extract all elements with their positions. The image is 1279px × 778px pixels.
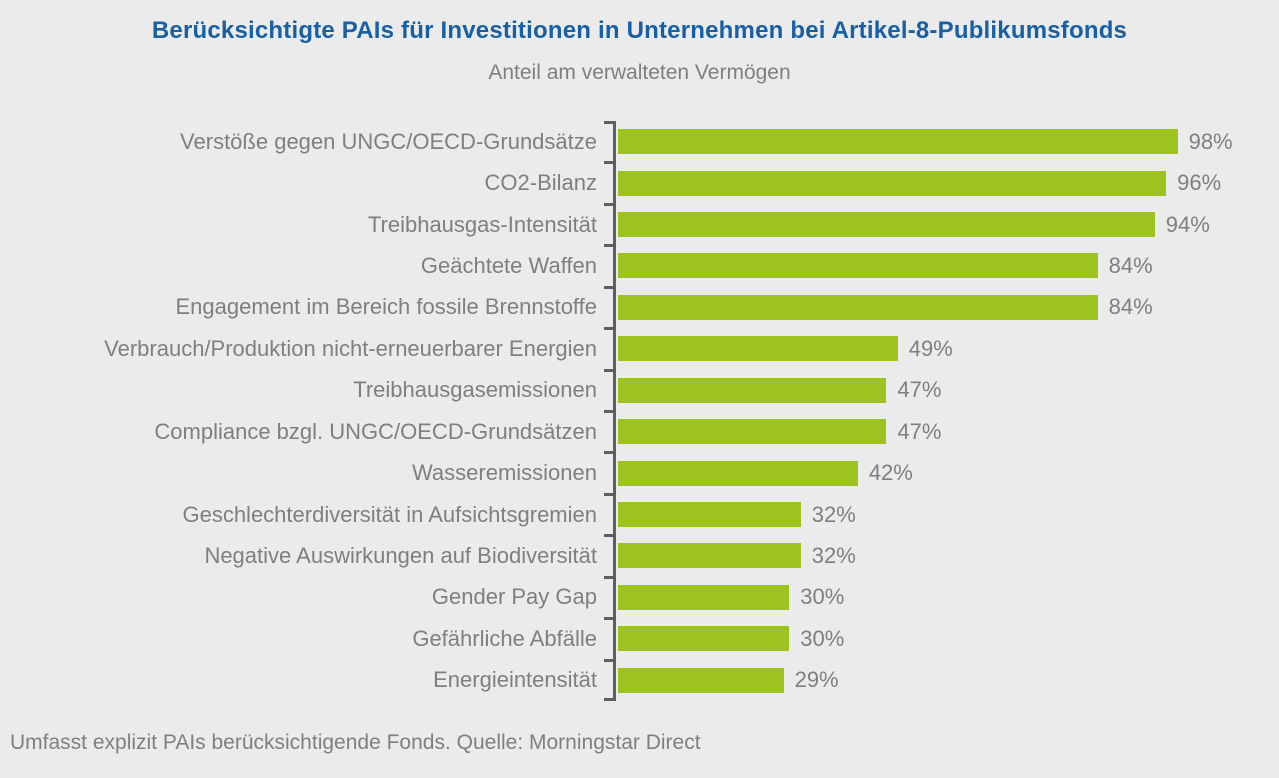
bar: [618, 253, 1098, 279]
source-footnote: Umfasst explizit PAIs berücksichtigende …: [10, 731, 701, 754]
bar: [618, 502, 801, 527]
value-label: 32%: [811, 501, 856, 527]
bar-track: 29%: [618, 659, 1189, 700]
category-label: Compliance bzgl. UNGC/OECD-Grundsätzen: [154, 418, 597, 444]
axis-tick: [604, 410, 613, 413]
bar-row: Geschlechterdiversität in Aufsichtsgremi…: [0, 494, 1279, 535]
category-label: Gender Pay Gap: [431, 584, 597, 610]
bar-row: Negative Auswirkungen auf Biodiversität 3…: [0, 535, 1279, 576]
bar: [618, 170, 1167, 196]
bar: [618, 336, 898, 362]
value-label: 96%: [1177, 170, 1222, 196]
axis-tick: [604, 285, 613, 289]
category-label: Wasseremissionen: [411, 460, 597, 486]
category-label: Engagement im Bereich fossile Brennstoff…: [175, 294, 598, 320]
bar-track: 98%: [618, 121, 1233, 162]
bar-track: 94%: [618, 204, 1210, 245]
bar-track: 47%: [618, 370, 1189, 411]
value-label: 84%: [1108, 294, 1153, 320]
category-label: Treibhausgasemissionen: [353, 377, 597, 403]
bar-row: Verstöße gegen UNGC/OECD-Grundsätze 98%: [0, 121, 1279, 162]
category-label: Gefährliche Abfälle: [412, 625, 597, 651]
axis-tick: [604, 327, 613, 331]
axis-tick: [604, 202, 613, 206]
axis-tick: [604, 492, 613, 496]
bar: [618, 667, 784, 693]
bar-row: Gender Pay Gap 30%: [0, 577, 1279, 618]
bar: [618, 294, 1098, 320]
bar-row: Treibhausgas-Intensität 94%: [0, 204, 1279, 245]
bar-row: Compliance bzgl. UNGC/OECD-Grundsätzen 47…: [0, 411, 1279, 452]
bar-chart-rows: Verstöße gegen UNGC/OECD-Grundsätze 98% CO…: [0, 121, 1279, 701]
axis-tick: [604, 121, 613, 124]
chart-title: Berücksichtigte PAIs für Investitionen i…: [151, 17, 1128, 44]
bar-chart: Verstöße gegen UNGC/OECD-Grundsätze 98% CO…: [0, 121, 1279, 701]
bar: [618, 460, 858, 486]
bar: [618, 626, 790, 652]
bar: [618, 129, 1178, 155]
bar-row: Verbrauch/Produktion nicht-erneuerbarer …: [0, 328, 1279, 369]
value-label: 47%: [897, 418, 942, 444]
value-label: 47%: [897, 377, 942, 403]
category-label: Geächtete Waffen: [420, 252, 597, 278]
bar-row: Treibhausgasemissionen 47%: [0, 370, 1279, 411]
bar-track: 47%: [618, 411, 1189, 452]
axis-tick: [604, 575, 613, 579]
bar: [618, 584, 790, 610]
bar-track: 30%: [618, 577, 1189, 618]
axis-tick: [604, 451, 613, 455]
bar-track: 49%: [618, 328, 1189, 369]
axis-tick: [604, 534, 613, 538]
value-label: 94%: [1165, 211, 1210, 237]
value-label: 84%: [1108, 252, 1153, 278]
category-label: Geschlechterdiversität in Aufsichtsgremi…: [182, 501, 597, 527]
value-label: 49%: [908, 335, 953, 361]
bar-row: Energieintensität 29%: [0, 659, 1279, 700]
bar-row: Wasseremissionen 42%: [0, 452, 1279, 493]
category-label: Verstöße gegen UNGC/OECD-Grundsätze: [180, 128, 597, 154]
axis-tick: [604, 368, 613, 372]
category-label: Verbrauch/Produktion nicht-erneuerbarer …: [104, 335, 597, 361]
bar-row: Engagement im Bereich fossile Brennstoff…: [0, 287, 1279, 328]
value-label: 29%: [794, 667, 839, 693]
axis-tick: [604, 161, 613, 165]
category-label: Treibhausgas-Intensität: [367, 211, 597, 237]
bar-row: CO2-Bilanz 96%: [0, 162, 1279, 203]
bar: [618, 419, 887, 445]
value-label: 98%: [1188, 128, 1233, 154]
bar: [618, 377, 887, 403]
y-axis-line: [613, 121, 616, 701]
bar-row: Geächtete Waffen 84%: [0, 245, 1279, 286]
category-label: Energieintensität: [433, 667, 597, 693]
axis-tick: [604, 698, 613, 701]
axis-tick: [604, 244, 613, 248]
bar-track: 32%: [618, 535, 1189, 576]
bar-track: 96%: [618, 162, 1221, 203]
bar-track: 42%: [618, 452, 1189, 493]
category-label: Negative Auswirkungen auf Biodiversität: [204, 542, 597, 568]
bar-track: 32%: [618, 494, 1189, 535]
bar: [618, 543, 801, 569]
bar-row: Gefährliche Abfälle 30%: [0, 618, 1279, 659]
value-label: 30%: [800, 625, 845, 651]
axis-tick: [604, 658, 613, 662]
bar: [618, 212, 1155, 238]
bar-track: 84%: [618, 245, 1189, 286]
value-label: 42%: [868, 460, 913, 486]
bar-track: 84%: [618, 287, 1189, 328]
value-label: 30%: [800, 584, 845, 610]
value-label: 32%: [811, 542, 856, 568]
chart-subtitle: Anteil am verwalteten Vermögen: [488, 61, 791, 84]
category-label: CO2-Bilanz: [484, 170, 597, 196]
bar-track: 30%: [618, 618, 1189, 659]
axis-tick: [604, 617, 613, 621]
